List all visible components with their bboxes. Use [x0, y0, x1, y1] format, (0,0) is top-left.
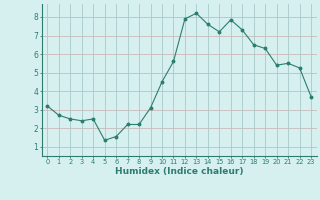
- X-axis label: Humidex (Indice chaleur): Humidex (Indice chaleur): [115, 167, 244, 176]
